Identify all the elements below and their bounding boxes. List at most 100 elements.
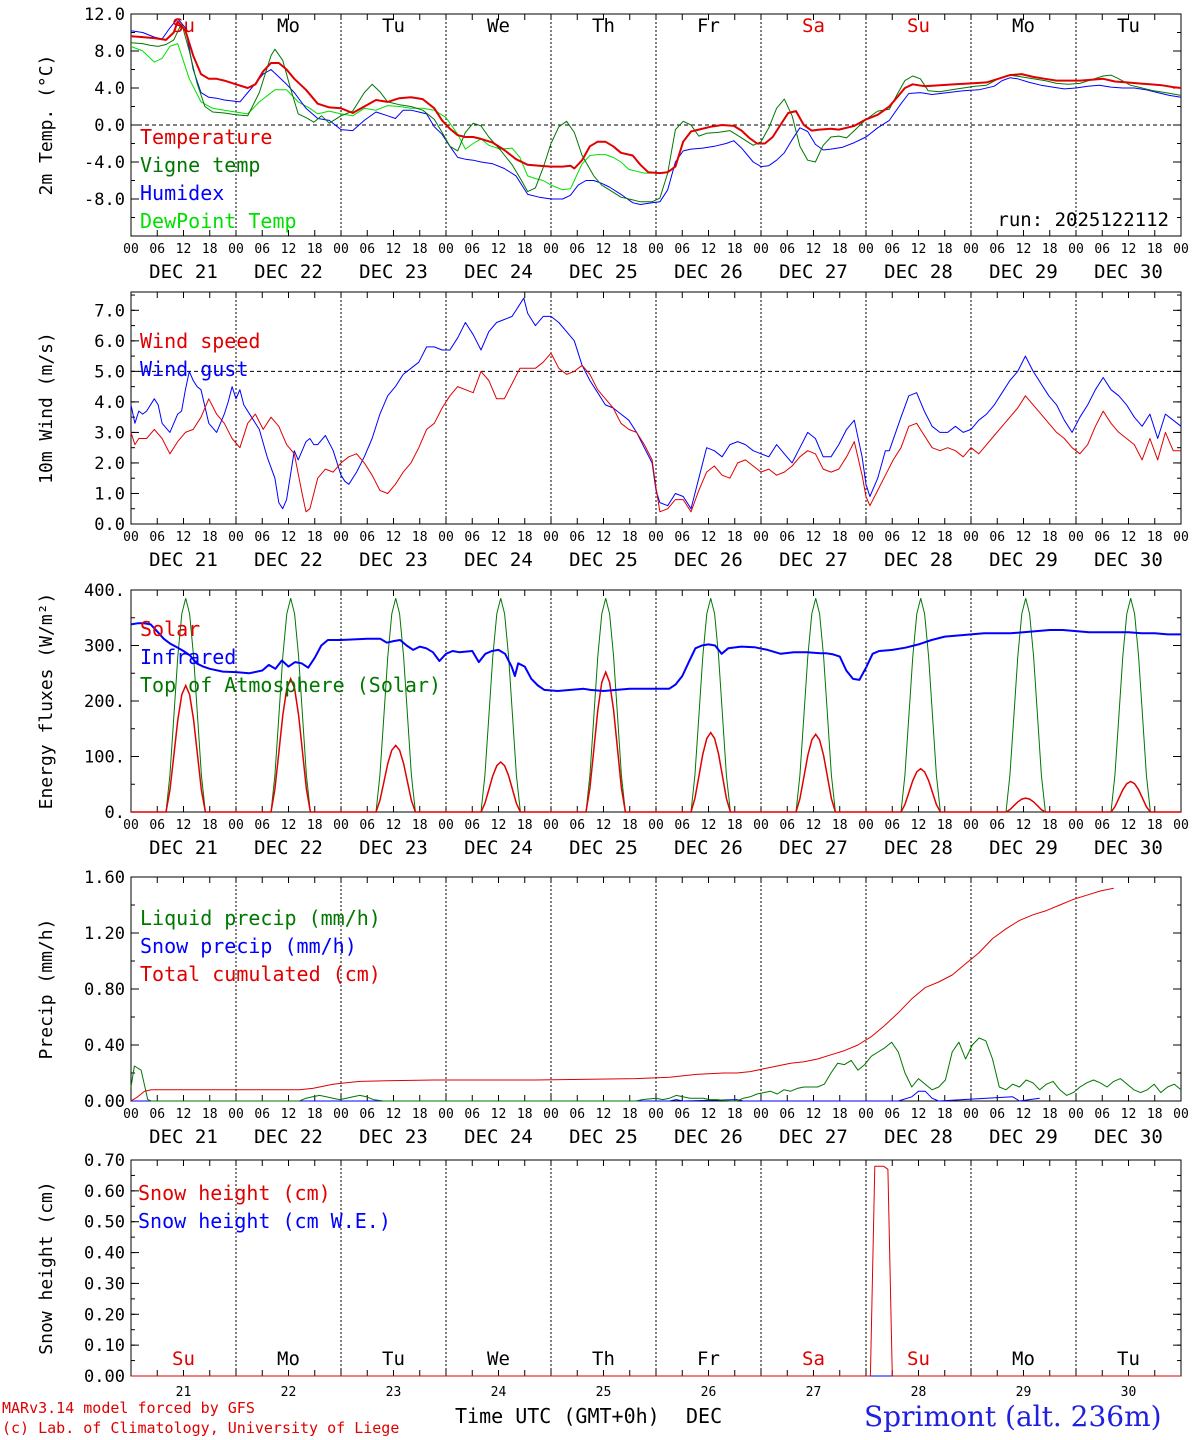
x-day-label: DEC 22 — [254, 1126, 323, 1148]
humidex-line — [130, 18, 1182, 205]
panel-wind: 10m Wind (m/s) — [36, 291, 1182, 525]
y-axis-label: 2m Temp. (°C) — [36, 55, 57, 196]
x-hour-label: 06 — [569, 1107, 585, 1122]
x-hour-label: 18 — [622, 818, 638, 833]
x-hour-label: 12 — [386, 1107, 402, 1122]
y-tick-label: 2.0 — [94, 454, 125, 474]
x-hour-label: 06 — [884, 530, 900, 545]
x-hour-label: 06 — [989, 530, 1005, 545]
infrared-line — [130, 622, 1181, 692]
x-day-label: DEC 25 — [569, 549, 638, 571]
x-hour-label: 06 — [674, 818, 690, 833]
x-day-label: DEC 27 — [779, 549, 848, 571]
x-hour-label: 12 — [386, 530, 402, 545]
x-day-label: DEC 28 — [884, 1126, 953, 1148]
x-hour-label: 12 — [281, 242, 297, 257]
x-hour-label: 06 — [359, 530, 375, 545]
x-day-number: 23 — [386, 1385, 402, 1400]
x-day-label: DEC 22 — [254, 261, 323, 283]
x-hour-label: 18 — [1042, 818, 1058, 833]
y-tick-label: 3.0 — [94, 423, 125, 443]
x-hour-label: 06 — [674, 1107, 690, 1122]
x-hour-label: 06 — [779, 242, 795, 257]
x-day-label: DEC 28 — [884, 549, 953, 571]
x-hour-label: 00 — [963, 818, 979, 833]
snow-precip-mm-h-line — [131, 1090, 1040, 1102]
x-day-label: DEC 23 — [359, 1126, 428, 1148]
x-hour-label: 12 — [701, 1107, 717, 1122]
x-hour-label: 00 — [858, 242, 874, 257]
x-day-label: DEC 30 — [1094, 261, 1163, 283]
x-hour-label: 12 — [911, 1107, 927, 1122]
day-of-week-label: Tu — [382, 15, 405, 37]
x-hour-label: 00 — [963, 1107, 979, 1122]
x-hour-label: 12 — [911, 818, 927, 833]
y-tick-label: 0. — [105, 803, 125, 823]
x-hour-label: 00 — [123, 1107, 139, 1122]
snow-height-cm-line — [131, 1165, 1181, 1377]
x-day-label: DEC 21 — [149, 837, 218, 859]
x-hour-label: 06 — [674, 530, 690, 545]
station-name: Sprimont (alt. 236m) — [864, 1400, 1162, 1433]
x-hour-label: 12 — [701, 818, 717, 833]
x-hour-label: 18 — [622, 530, 638, 545]
day-of-week-label: Th — [592, 15, 615, 37]
x-hour-label: 18 — [412, 818, 428, 833]
x-hour-label: 00 — [1173, 1107, 1189, 1122]
day-of-week-label: Su — [172, 1348, 195, 1370]
x-day-label: DEC 30 — [1094, 1126, 1163, 1148]
x-hour-label: 00 — [438, 1107, 454, 1122]
x-hour-label: 00 — [753, 242, 769, 257]
y-tick-label: 4.0 — [94, 79, 125, 99]
x-hour-label: 06 — [779, 818, 795, 833]
x-hour-label: 18 — [727, 818, 743, 833]
x-hour-label: 06 — [779, 1107, 795, 1122]
legend-entry: Liquid precip (mm/h) — [140, 906, 381, 930]
x-hour-label: 18 — [1147, 818, 1163, 833]
x-hour-label: 12 — [596, 530, 612, 545]
x-hour-label: 00 — [648, 818, 664, 833]
x-day-label: DEC 26 — [674, 837, 743, 859]
x-hour-label: 12 — [806, 1107, 822, 1122]
x-hour-label: 12 — [491, 530, 507, 545]
x-day-number: 25 — [596, 1385, 612, 1400]
x-hour-label: 18 — [412, 1107, 428, 1122]
x-hour-label: 12 — [806, 530, 822, 545]
x-hour-label: 12 — [176, 1107, 192, 1122]
x-hour-label: 12 — [596, 1107, 612, 1122]
x-hour-label: 06 — [884, 1107, 900, 1122]
y-tick-label: 0.00 — [84, 1092, 125, 1112]
x-day-label: DEC 29 — [989, 1126, 1058, 1148]
x-hour-label: 18 — [517, 818, 533, 833]
x-hour-label: 00 — [753, 1107, 769, 1122]
day-of-week-label: Tu — [382, 1348, 405, 1370]
x-day-label: DEC 29 — [989, 837, 1058, 859]
y-tick-label: 1.0 — [94, 484, 125, 504]
x-hour-label: 18 — [832, 1107, 848, 1122]
x-hour-label: 18 — [307, 1107, 323, 1122]
x-hour-label: 18 — [937, 530, 953, 545]
x-hour-label: 00 — [648, 530, 664, 545]
x-hour-label: 06 — [1094, 1107, 1110, 1122]
x-hour-label: 18 — [1042, 242, 1058, 257]
day-of-week-label: Su — [907, 1348, 930, 1370]
y-tick-label: -8.0 — [84, 190, 125, 210]
x-hour-label: 18 — [307, 818, 323, 833]
day-of-week-label: Su — [907, 15, 930, 37]
x-hour-label: 06 — [149, 530, 165, 545]
x-hour-label: 06 — [359, 242, 375, 257]
panel-energy: Energy fluxes (W/m²) — [36, 589, 1182, 813]
y-tick-label: 1.60 — [84, 868, 125, 888]
x-hour-label: 00 — [543, 1107, 559, 1122]
legend-entry: Wind gust — [140, 357, 248, 381]
x-hour-label: 06 — [779, 530, 795, 545]
x-hour-label: 06 — [464, 1107, 480, 1122]
x-hour-label: 00 — [333, 242, 349, 257]
legend-entry: Total cumulated (cm) — [140, 962, 381, 986]
x-day-label: DEC 21 — [149, 549, 218, 571]
x-hour-label: 18 — [517, 1107, 533, 1122]
y-tick-label: 0.0 — [94, 515, 125, 535]
x-day-label: DEC 23 — [359, 261, 428, 283]
y-tick-label: 0.60 — [84, 1182, 125, 1202]
y-tick-label: 400. — [84, 581, 125, 601]
